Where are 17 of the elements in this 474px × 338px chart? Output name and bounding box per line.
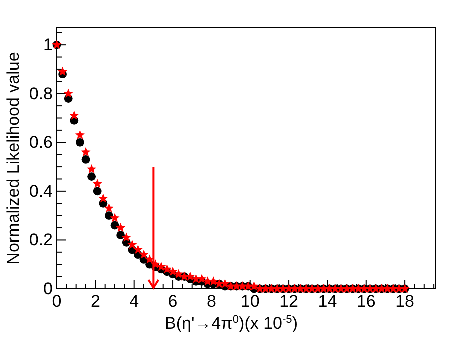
x-tick-label: 6 [168,292,178,311]
x-tick-label: 14 [318,292,338,311]
x-tick-label: 10 [240,292,260,311]
x-tick-label: 8 [206,292,216,311]
x-tick-label: 18 [396,292,415,311]
x-tick-label: 16 [356,292,376,311]
y-tick-label: 0 [44,280,53,298]
y-axis-title: Normalized Likelihood value [4,52,23,265]
x-tick-label: 4 [130,292,140,311]
x-tick-label: 12 [280,292,298,311]
y-tick-label: 1 [44,36,53,55]
x-axis-title: B(η'→4π$^{0}$)(x 10$^{-5}$) [164,314,298,333]
y-tick-label: 0.4 [29,182,53,201]
y-tick-label: 0.2 [29,230,53,250]
x-tick-label: 2 [90,292,100,311]
y-tick-label: 0.6 [29,133,53,152]
y-tick-label: 0.8 [29,84,53,104]
